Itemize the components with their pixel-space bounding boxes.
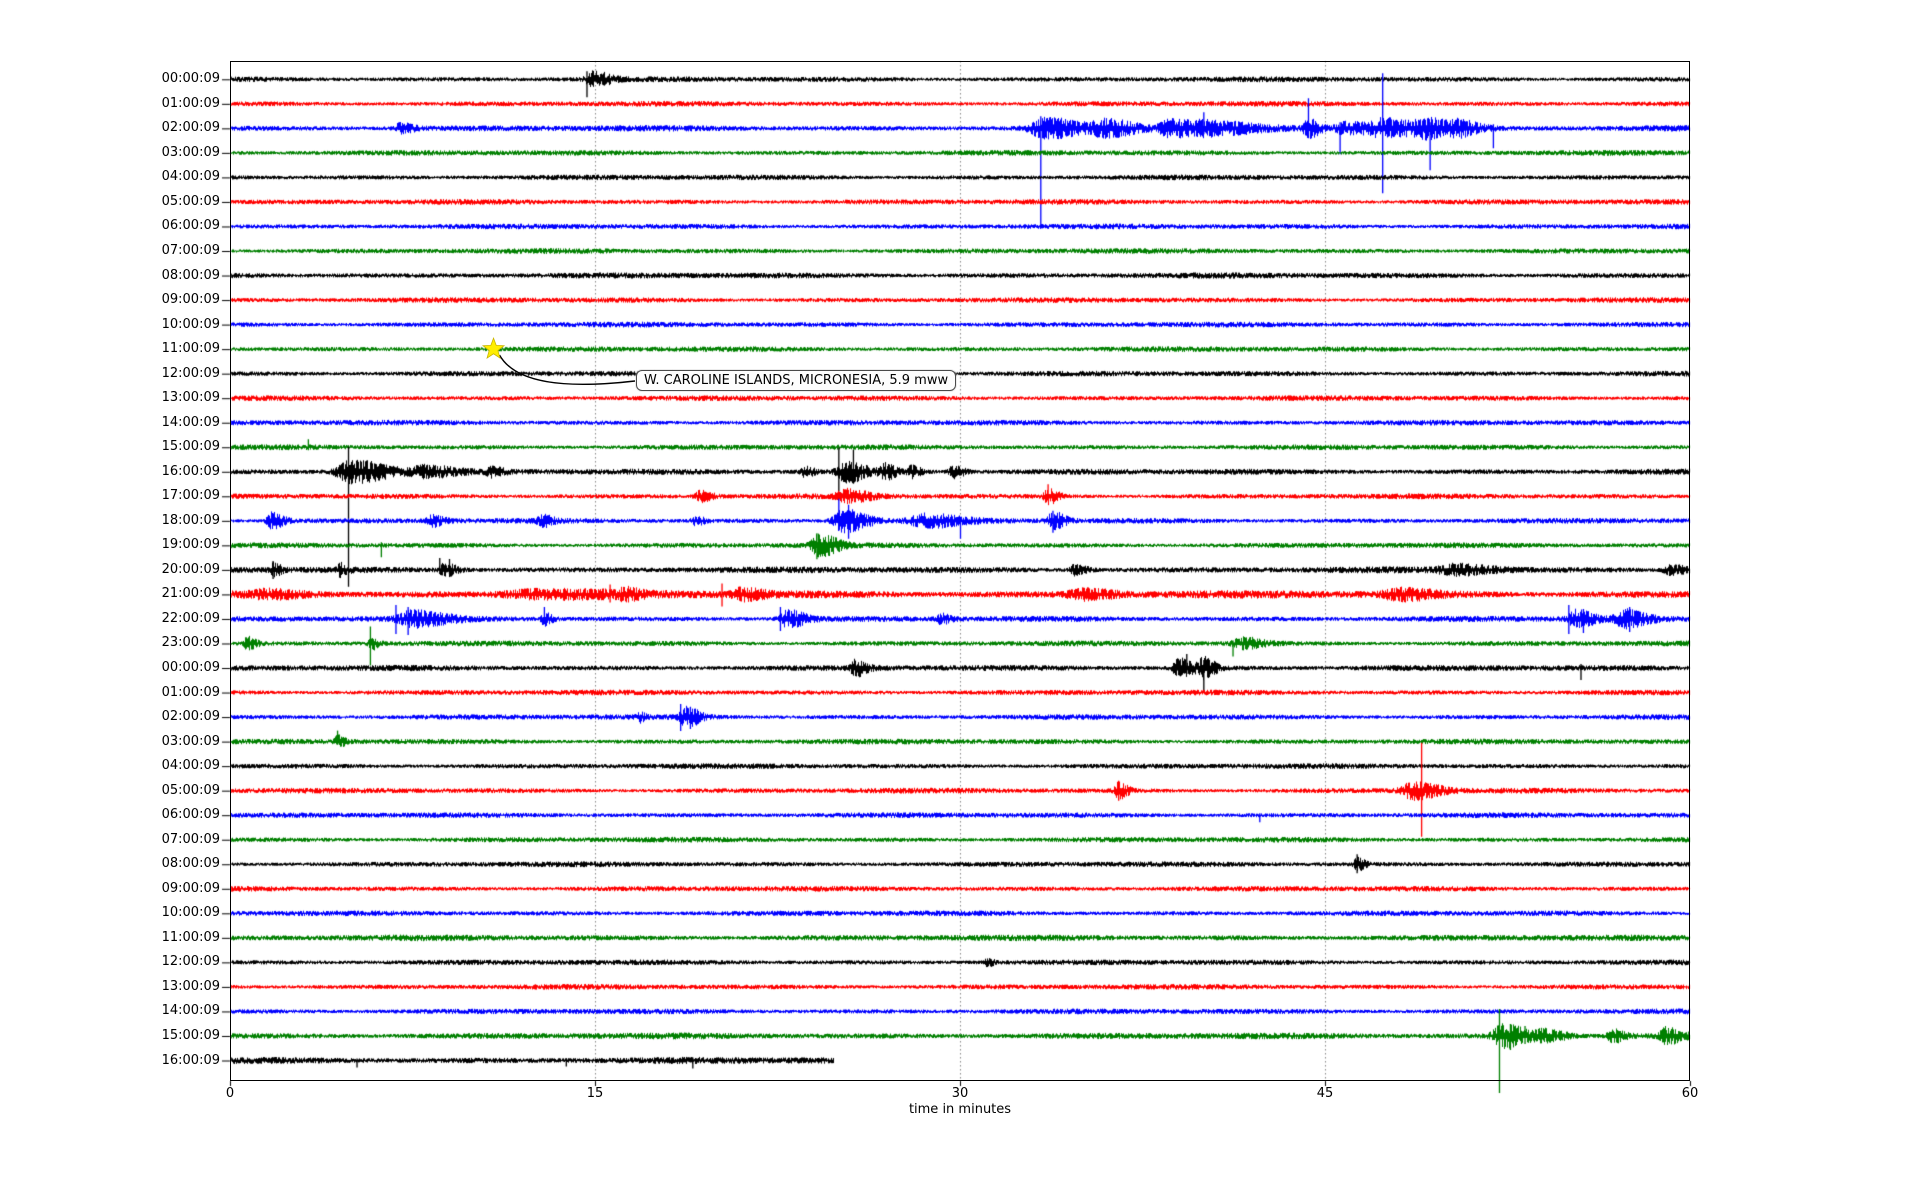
event-annotation-label: W. CAROLINE ISLANDS, MICRONESIA, 5.9 mww [636,370,957,391]
row-label: 06:00:09 [161,218,220,234]
row-label: 04:00:09 [161,758,220,774]
row-label: 03:00:09 [161,144,220,160]
row-label: 02:00:09 [161,709,220,725]
row-label: 05:00:09 [161,193,220,209]
row-label: 10:00:09 [161,316,220,332]
row-label: 01:00:09 [161,684,220,700]
row-label: 16:00:09 [161,1052,220,1068]
row-label: 05:00:09 [161,782,220,798]
row-label: 03:00:09 [161,733,220,749]
plot-area-border [230,61,1690,1081]
row-label: 12:00:09 [161,365,220,381]
row-label: 09:00:09 [161,880,220,896]
row-label: 07:00:09 [161,243,220,258]
row-label: 00:00:09 [161,71,220,87]
row-label: 00:00:09 [161,660,220,676]
row-label: 12:00:09 [161,954,220,970]
row-label: 04:00:09 [161,169,220,185]
x-tick-label: 0 [225,1086,235,1101]
row-label: 16:00:09 [161,463,220,479]
row-label: 02:00:09 [161,120,220,136]
row-label: 17:00:09 [161,488,220,504]
row-label: 01:00:09 [161,95,220,111]
row-label: 15:00:09 [161,1027,220,1043]
row-label: 15:00:09 [161,439,220,455]
x-tick-label: 15 [586,1086,604,1101]
x-tick-label: 45 [1316,1086,1334,1101]
row-label: 13:00:09 [161,390,220,406]
row-label: 13:00:09 [161,978,220,994]
row-label: 10:00:09 [161,905,220,921]
x-tick-label: 60 [1681,1086,1699,1101]
row-label: 18:00:09 [161,512,220,528]
row-label: 07:00:09 [161,831,220,847]
x-tick-label: 30 [951,1086,969,1101]
x-axis-title: time in minutes [908,1102,1012,1117]
row-label: 08:00:09 [161,267,220,283]
row-label: 21:00:09 [161,586,220,602]
row-label: 14:00:09 [161,1003,220,1019]
row-label: 14:00:09 [161,414,220,430]
row-label: 09:00:09 [161,292,220,308]
row-label: 11:00:09 [161,341,220,357]
row-label: 11:00:09 [161,929,220,945]
row-label: 19:00:09 [161,537,220,553]
row-label: 06:00:09 [161,807,220,823]
row-label: 20:00:09 [161,561,220,577]
row-label: 08:00:09 [161,856,220,872]
row-label: 23:00:09 [161,635,220,651]
row-label: 22:00:09 [161,610,220,626]
